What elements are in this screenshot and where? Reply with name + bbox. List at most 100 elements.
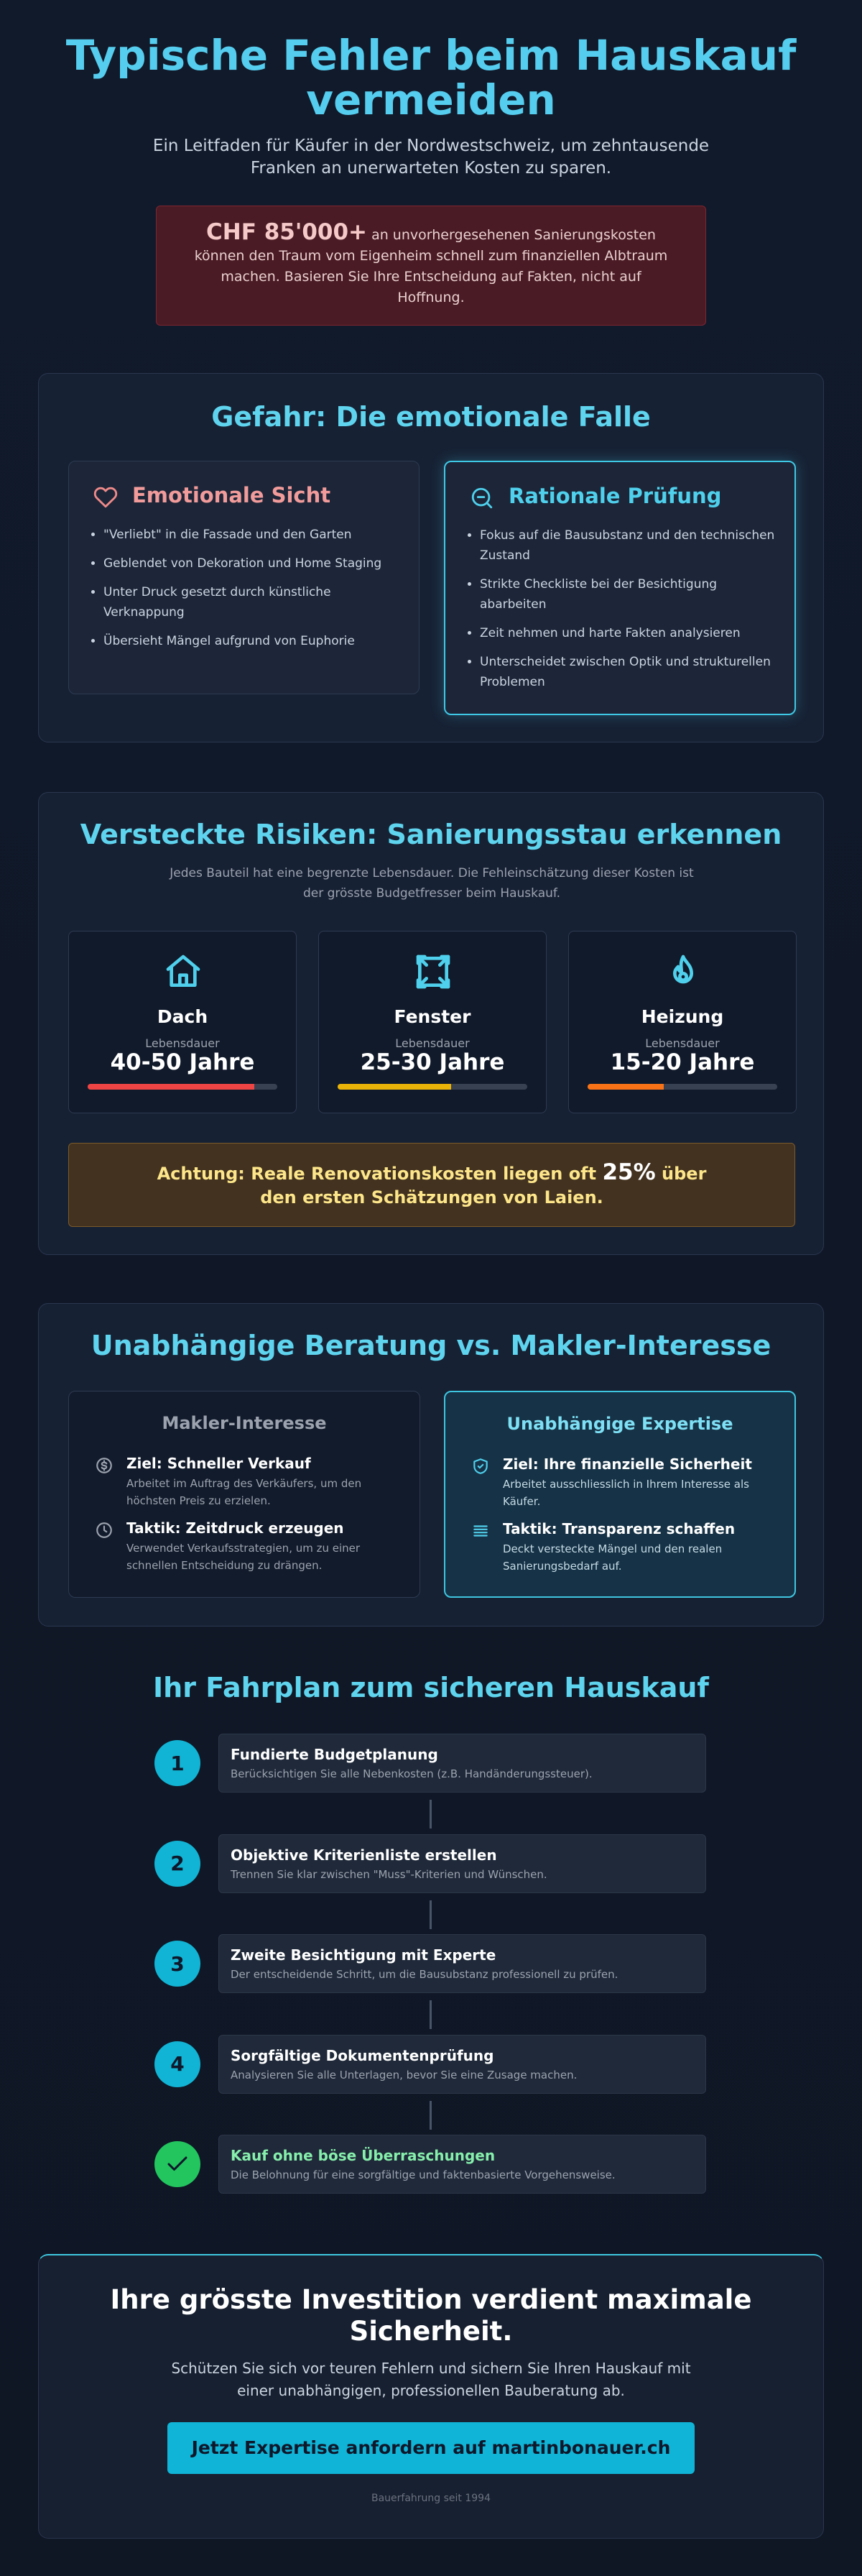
step-box: Zweite Besichtigung mit Experte Der entsc… — [218, 1934, 706, 1993]
step-connector — [430, 2000, 432, 2029]
point-icon — [473, 1458, 488, 1474]
warning-box: Achtung: Reale Renovationskosten liegen … — [68, 1143, 795, 1227]
comparison-column: Makler-Interesse Ziel: Schneller Verkauf A… — [68, 1391, 420, 1598]
point-heading: Taktik: Zeitdruck erzeugen — [126, 1519, 344, 1537]
step-marker: 1 — [154, 1740, 200, 1786]
comparison-column: Unabhängige Expertise Ziel: Ihre finanzie… — [444, 1391, 796, 1598]
step-marker: 4 — [154, 2041, 200, 2087]
point-heading: Taktik: Transparenz schaffen — [503, 1520, 736, 1537]
component-icon-part — [678, 972, 688, 982]
component-icon-part — [673, 954, 693, 984]
alert-text: an unvorhergesehenen Sanierungskosten kö… — [194, 227, 668, 305]
card-title: Emotionale Sicht — [132, 483, 331, 507]
step-text: Berücksichtigen Sie alle Nebenkosten (z.… — [231, 1767, 593, 1780]
emotional-trap-section: Gefahr: Die emotionale Falle Emotionale S… — [38, 373, 824, 742]
component-icon-part — [166, 954, 200, 971]
step-text: Analysieren Sie alle Unterlagen, bevor S… — [231, 2068, 578, 2082]
step-number: 3 — [170, 1951, 185, 1976]
page-subtitle: Ein Leitfaden für Käufer in der Nordwest… — [152, 137, 710, 178]
lifespan-bar — [588, 1084, 777, 1090]
component-name: Heizung — [641, 1006, 724, 1027]
step-text: Der entscheidende Schritt, um die Bausub… — [231, 1968, 618, 1981]
step-connector — [430, 2100, 432, 2130]
step-title: Objektive Kriterienliste erstellen — [231, 1846, 497, 1864]
step-title: Fundierte Budgetplanung — [231, 1746, 438, 1763]
component-card: Heizung Lebensdauer 15-20 Jahre — [568, 931, 797, 1113]
lifespan-bar-fill — [88, 1084, 255, 1090]
perspective-card: Rationale Prüfung Fokus auf die Bausubsta… — [444, 461, 796, 715]
step-marker: 3 — [154, 1941, 200, 1987]
point-icon-part — [96, 1458, 112, 1473]
point-icon-part — [103, 1525, 108, 1533]
step-box: Objektive Kriterienliste erstellen Trenne… — [218, 1834, 706, 1893]
advice-section: Unabhängige Beratung vs. Makler-Interess… — [38, 1303, 824, 1627]
point-icon-part — [473, 1458, 488, 1474]
bullet-item: Übersieht Mängel aufgrund von Euphorie — [103, 631, 404, 651]
card-icon — [93, 487, 118, 508]
cta-section: Ihre grösste Investition verdient maxima… — [38, 2254, 824, 2539]
point-text: Arbeitet ausschliesslich in Ihrem Intere… — [503, 1478, 749, 1508]
point-text: Arbeitet im Auftrag des Verkäufers, um d… — [126, 1477, 362, 1507]
warning-text: Achtung: Reale Renovationskosten liegen … — [157, 1164, 597, 1184]
component-card: Fenster Lebensdauer 25-30 Jahre — [318, 931, 547, 1113]
step-number: 1 — [170, 1751, 185, 1775]
component-label: Lebensdauer — [645, 1036, 720, 1050]
bullet-item: Geblendet von Dekoration und Home Stagin… — [103, 553, 404, 574]
lifespan-bar — [338, 1084, 527, 1090]
alert-amount: CHF 85'000+ — [206, 219, 368, 245]
point-heading: Ziel: Schneller Verkauf — [126, 1455, 311, 1472]
step-title: Kauf ohne böse Überraschungen — [231, 2147, 496, 2164]
lifespan-bar — [88, 1084, 277, 1090]
card-title: Rationale Prüfung — [509, 484, 722, 508]
component-icon-part — [416, 954, 450, 989]
bullet-list: "Verliebt" in die Fassade und den Garten… — [88, 525, 404, 660]
component-icon-part — [178, 973, 188, 987]
point-icon — [473, 1525, 488, 1537]
card-icon-part — [486, 502, 493, 509]
step-text: Trennen Sie klar zwischen "Muss"-Kriteri… — [231, 1867, 547, 1881]
warning-text: über den ersten Schätzungen von Laien. — [260, 1164, 707, 1208]
warning-highlight: 25% — [602, 1159, 656, 1185]
cta-title: Ihre grösste Investition verdient maxima… — [110, 2284, 752, 2347]
component-lifespan: 15-20 Jahre — [610, 1049, 755, 1075]
point-icon — [96, 1458, 112, 1473]
card-icon — [471, 487, 493, 509]
component-icon-part — [170, 965, 197, 987]
component-icon — [416, 954, 450, 989]
component-lifespan: 40-50 Jahre — [110, 1049, 255, 1075]
component-icon — [673, 954, 693, 984]
component-icon-part — [418, 957, 448, 987]
bullet-item: Unter Druck gesetzt durch künstliche Ver… — [103, 582, 404, 622]
step-text: Die Belohnung für eine sorgfältige und f… — [231, 2168, 616, 2181]
component-icon-part — [416, 954, 450, 989]
bullet-item: Strikte Checkliste bei der Besichtigung … — [480, 574, 780, 615]
point-icon-part — [101, 1460, 108, 1471]
section-title: Gefahr: Die emotionale Falle — [211, 401, 651, 433]
section-title: Versteckte Risiken: Sanierungsstau erken… — [80, 819, 782, 850]
point-icon — [96, 1522, 112, 1538]
page-title: Typische Fehler beim Hauskauf vermeiden — [65, 31, 797, 124]
bullet-list: Fokus auf die Bausubstanz und den techni… — [464, 525, 780, 701]
cta-button[interactable]: Jetzt Expertise anfordern auf martinbona… — [167, 2422, 695, 2474]
bullet-item: Unterscheidet zwischen Optik und struktu… — [480, 652, 780, 692]
component-name: Fenster — [394, 1006, 471, 1027]
cta-footnote: Bauerfahrung seit 1994 — [371, 2493, 491, 2504]
step-number: 2 — [170, 1852, 185, 1875]
point-icon-part — [473, 1525, 488, 1537]
point-icon-part — [477, 1463, 484, 1469]
cta-text: Schützen Sie sich vor teuren Fehlern und… — [171, 2360, 691, 2399]
bullet-item: Fokus auf die Bausubstanz und den techni… — [480, 525, 780, 566]
bullet-item: "Verliebt" in die Fassade und den Garten — [103, 525, 404, 545]
step-marker — [154, 2141, 200, 2187]
lifespan-bar-fill — [338, 1084, 452, 1090]
check-icon — [167, 2156, 187, 2171]
card-icon-part — [471, 487, 491, 507]
step-box: Kauf ohne böse Überraschungen Die Belohnu… — [218, 2135, 706, 2194]
step-marker: 2 — [154, 1840, 200, 1887]
step-title: Sorgfältige Dokumentenprüfung — [231, 2046, 494, 2064]
section-title: Unabhängige Beratung vs. Makler-Interess… — [91, 1330, 771, 1361]
point-text: Verwendet Verkaufsstrategien, um zu eine… — [126, 1542, 361, 1572]
point-text: Deckt versteckte Mängel und den realen S… — [503, 1542, 723, 1573]
component-name: Dach — [157, 1006, 208, 1027]
